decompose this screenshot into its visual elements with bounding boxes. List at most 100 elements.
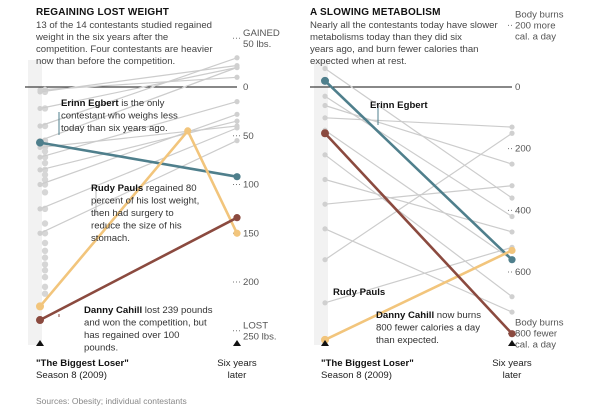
- weight-annotation-danny: has regained over 100: [84, 330, 179, 341]
- metabolism-point-other-contestant: [509, 229, 515, 235]
- weight-line-erinn-egbert: [39, 141, 238, 178]
- weight-point-other-contestant: [37, 167, 43, 173]
- metabolism-x-start-label: "The Biggest Loser": [321, 358, 414, 369]
- weight-line-other-contestant: [39, 140, 238, 234]
- metabolism-x-end-label: Six years: [492, 358, 532, 369]
- metabolism-point-other-contestant: [322, 300, 328, 306]
- weight-point-other-contestant: [234, 99, 240, 105]
- weight-start-point: [41, 239, 49, 247]
- weight-x-end-label: Six years: [217, 358, 257, 369]
- weight-tick-label: 200: [243, 277, 259, 288]
- weight-start-marker: [36, 340, 44, 346]
- weight-start-point: [41, 254, 49, 261]
- weight-start-point: [41, 247, 49, 254]
- metabolism-point-other-contestant: [322, 226, 328, 232]
- metabolism-x-start-sublabel: Season 8 (2009): [321, 370, 392, 381]
- metabolism-annotation-danny-text: now burns: [434, 310, 481, 321]
- metabolism-point-other-contestant: [509, 161, 515, 167]
- metabolism-tick-label: cal. a day: [515, 31, 556, 42]
- weight-x-end-label: later: [228, 370, 247, 381]
- weight-start-band: [28, 60, 42, 345]
- weight-annotation-rudy-name: Rudy Pauls: [91, 183, 143, 194]
- metabolism-line-other-contestant: [324, 246, 513, 304]
- weight-point-erinn-egbert: [233, 173, 241, 181]
- metabolism-description: years ago, and burn fewer calories than: [310, 44, 479, 55]
- metabolism-tick-label: 200: [515, 144, 531, 155]
- weight-start-point: [41, 171, 49, 178]
- metabolism-line-other-contestant: [324, 68, 513, 199]
- weight-tick-label: 0: [243, 82, 248, 93]
- weight-x-start-label: "The Biggest Loser": [36, 358, 129, 369]
- metabolism-point-erinn-egbert: [321, 76, 329, 85]
- metabolism-title: A SLOWING METABOLISM: [310, 7, 441, 18]
- metabolism-point-other-contestant: [322, 93, 328, 99]
- weight-point-other-contestant: [234, 64, 240, 71]
- weight-annotation-danny-name: Danny Cahill: [84, 305, 142, 316]
- metabolism-point-other-contestant: [322, 176, 328, 183]
- weight-point-other-contestant: [37, 89, 43, 95]
- weight-tick-label: 250 lbs.: [243, 331, 277, 342]
- metabolism-tick-label: 400: [515, 205, 531, 216]
- weight-annotation-rudy: Rudy Pauls regained 80: [91, 183, 197, 194]
- metabolism-annotation-danny: 800 fewer calories a day: [376, 323, 480, 334]
- weight-start-point: [41, 159, 49, 167]
- weight-annotation-rudy: stomach.: [91, 233, 130, 244]
- weight-annotation-rudy: reduce the size of his: [91, 221, 182, 232]
- metabolism-description: Nearly all the contestants today have sl…: [310, 20, 499, 31]
- metabolism-annotation-danny: than expected.: [376, 335, 439, 346]
- metabolism-point-other-contestant: [322, 201, 328, 207]
- weight-line-other-contestant: [39, 127, 238, 210]
- metabolism-point-danny-cahill: [321, 129, 329, 138]
- metabolism-line-erinn-egbert: [324, 79, 513, 261]
- weight-line-other-contestant: [39, 66, 238, 142]
- weight-annotation-erinn-name: Erinn Egbert: [61, 98, 119, 109]
- metabolism-line-other-contestant: [324, 185, 513, 205]
- weight-description: 13 of the 14 contestants studied regaine…: [36, 20, 212, 31]
- weight-start-point: [41, 290, 49, 297]
- weight-point-other-contestant: [37, 154, 43, 160]
- weight-annotation-rudy: then had surgery to: [91, 208, 174, 219]
- weight-point-other-contestant: [37, 230, 43, 236]
- weight-end-marker: [233, 340, 241, 346]
- weight-annotation-erinn: today than six years ago.: [61, 123, 168, 134]
- metabolism-description: expected when at rest.: [310, 56, 407, 67]
- metabolism-x-end-label: later: [503, 370, 522, 381]
- metabolism-tick-label: 600: [515, 267, 531, 278]
- weight-start-point: [41, 267, 49, 274]
- metabolism-point-danny-cahill: [508, 330, 516, 338]
- weight-start-point: [41, 261, 49, 268]
- weight-point-danny-cahill: [233, 214, 241, 222]
- metabolism-start-marker: [321, 340, 329, 346]
- metabolism-line-other-contestant: [324, 228, 513, 313]
- weight-annotation-danny-text: lost 239 pounds: [142, 305, 213, 316]
- metabolism-tick-label: 0: [515, 82, 520, 93]
- weight-line-other-contestant: [39, 57, 238, 127]
- weight-description: competition. Four contestants are heavie…: [36, 44, 213, 55]
- weight-description: weight in the six years after the: [35, 32, 168, 43]
- weight-point-rudy-pauls: [36, 302, 44, 311]
- metabolism-point-other-contestant: [322, 102, 328, 109]
- metabolism-point-rudy-pauls: [321, 335, 329, 344]
- weight-line-other-contestant: [39, 64, 238, 93]
- weight-point-other-contestant: [234, 55, 240, 61]
- weight-point-other-contestant: [234, 118, 240, 124]
- weight-start-point: [41, 273, 49, 281]
- metabolism-annotation-erinn: Erinn Egbert: [370, 100, 428, 111]
- metabolism-point-other-contestant: [509, 294, 515, 300]
- weight-line-other-contestant: [39, 120, 238, 171]
- weight-start-point: [41, 189, 49, 196]
- weight-description: now than before the competition.: [36, 56, 175, 67]
- weight-tick-label: 50: [243, 131, 254, 142]
- weight-start-point: [41, 283, 49, 291]
- weight-point-other-contestant: [234, 138, 240, 144]
- weight-start-point: [41, 220, 49, 227]
- metabolism-description: metabolisms today than they did six: [310, 32, 462, 43]
- weight-point-other-contestant: [37, 105, 43, 112]
- weight-annotation-rudy: percent of his lost weight,: [91, 196, 199, 207]
- weight-tick-label: LOST: [243, 320, 268, 331]
- weight-title: REGAINING LOST WEIGHT: [36, 7, 169, 18]
- weight-annotation-danny: and won the competition, but: [84, 318, 207, 329]
- weight-x-start-sublabel: Season 8 (2009): [36, 370, 107, 381]
- metabolism-point-other-contestant: [322, 115, 328, 121]
- metabolism-tick-label: Body burns: [515, 318, 564, 329]
